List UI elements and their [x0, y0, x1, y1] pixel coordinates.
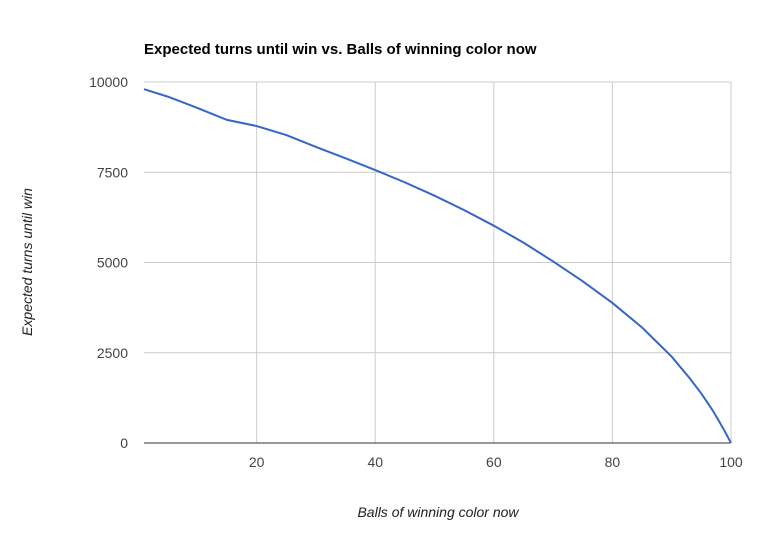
tick-labels: 0 2500 5000 7500 10000 20 40 60 80 100	[89, 74, 743, 470]
series-layer	[143, 88, 732, 444]
y-tick-label: 5000	[97, 255, 128, 271]
y-tick-label: 0	[120, 435, 128, 451]
grid-lines	[144, 81, 732, 444]
y-tick-label: 7500	[97, 164, 128, 180]
x-axis-title: Balls of winning color now	[357, 504, 519, 520]
x-tick-label: 60	[486, 454, 502, 470]
x-tick-label: 80	[605, 454, 621, 470]
chart-title: Expected turns until win vs. Balls of wi…	[144, 41, 537, 58]
series-line	[143, 88, 732, 444]
x-tick-label: 40	[367, 454, 383, 470]
y-tick-label: 2500	[97, 345, 128, 361]
x-tick-label: 20	[249, 454, 265, 470]
y-axis-title: Expected turns until win	[19, 188, 35, 336]
y-tick-label: 10000	[89, 74, 128, 90]
x-tick-label: 100	[719, 454, 743, 470]
